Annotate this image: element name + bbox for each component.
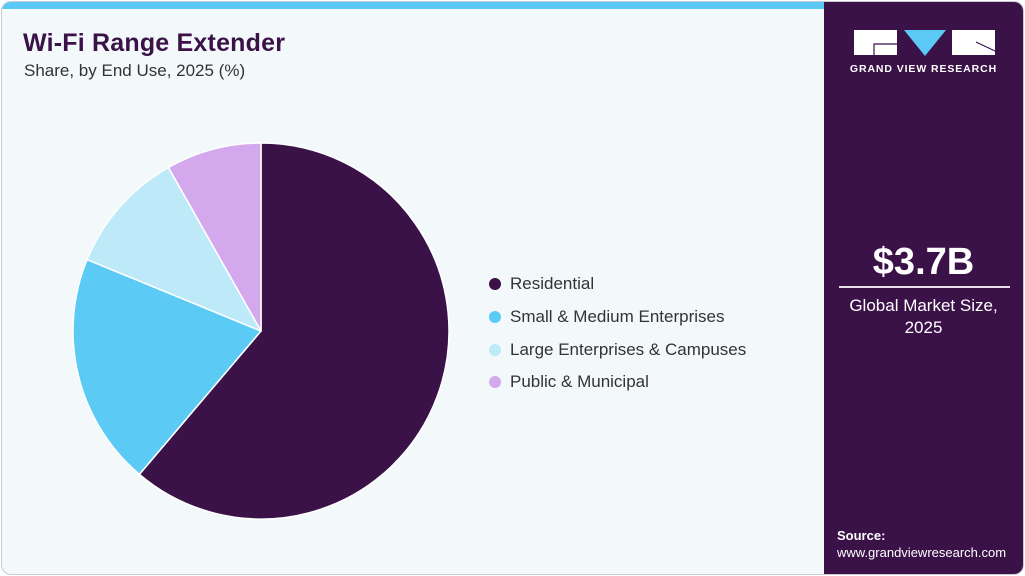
pie-slice-public-municipal xyxy=(167,142,262,332)
market-size-label-line2: 2025 xyxy=(904,318,943,337)
market-size-value: $3.7B xyxy=(872,241,975,283)
logo-wordmark: GRAND VIEW RESEARCH xyxy=(849,63,998,75)
chart-legend: Residential Small & Medium Enterprises L… xyxy=(489,268,746,399)
pie-slice-small-medium-enterprises xyxy=(72,258,262,476)
legend-item-large-enterprises-campuses: Large Enterprises & Campuses xyxy=(489,333,746,366)
legend-item-residential: Residential xyxy=(489,268,746,301)
market-size-label-line1: Global Market Size, xyxy=(849,296,998,315)
pie-chart xyxy=(72,142,450,520)
legend-dot-icon xyxy=(489,278,501,291)
source-link[interactable]: www.grandviewresearch.com xyxy=(837,545,1007,560)
legend-label: Small & Medium Enterprises xyxy=(510,307,725,327)
summary-sidebar: GRAND VIEW RESEARCH $3.7B Global Market … xyxy=(824,2,1023,574)
divider xyxy=(839,286,1010,288)
chart-subtitle: Share, by End Use, 2025 (%) xyxy=(24,61,246,80)
legend-label: Public & Municipal xyxy=(510,372,649,392)
pie-slice-large-enterprises-campuses xyxy=(86,166,262,332)
legend-label: Residential xyxy=(510,274,595,294)
chart-title: Wi-Fi Range Extender xyxy=(23,29,286,57)
legend-dot-icon xyxy=(489,343,501,356)
pie-slice-residential xyxy=(138,142,450,520)
accent-top-bar xyxy=(2,2,824,9)
legend-item-small-medium-enterprises: Small & Medium Enterprises xyxy=(489,301,746,334)
market-size-label: Global Market Size, 2025 xyxy=(824,295,1023,339)
legend-item-public-municipal: Public & Municipal xyxy=(489,366,746,399)
grand-view-research-logo-icon xyxy=(854,30,996,56)
legend-dot-icon xyxy=(489,311,501,324)
legend-label: Large Enterprises & Campuses xyxy=(510,339,747,359)
source-label: Source: xyxy=(837,528,886,543)
legend-dot-icon xyxy=(489,376,501,389)
